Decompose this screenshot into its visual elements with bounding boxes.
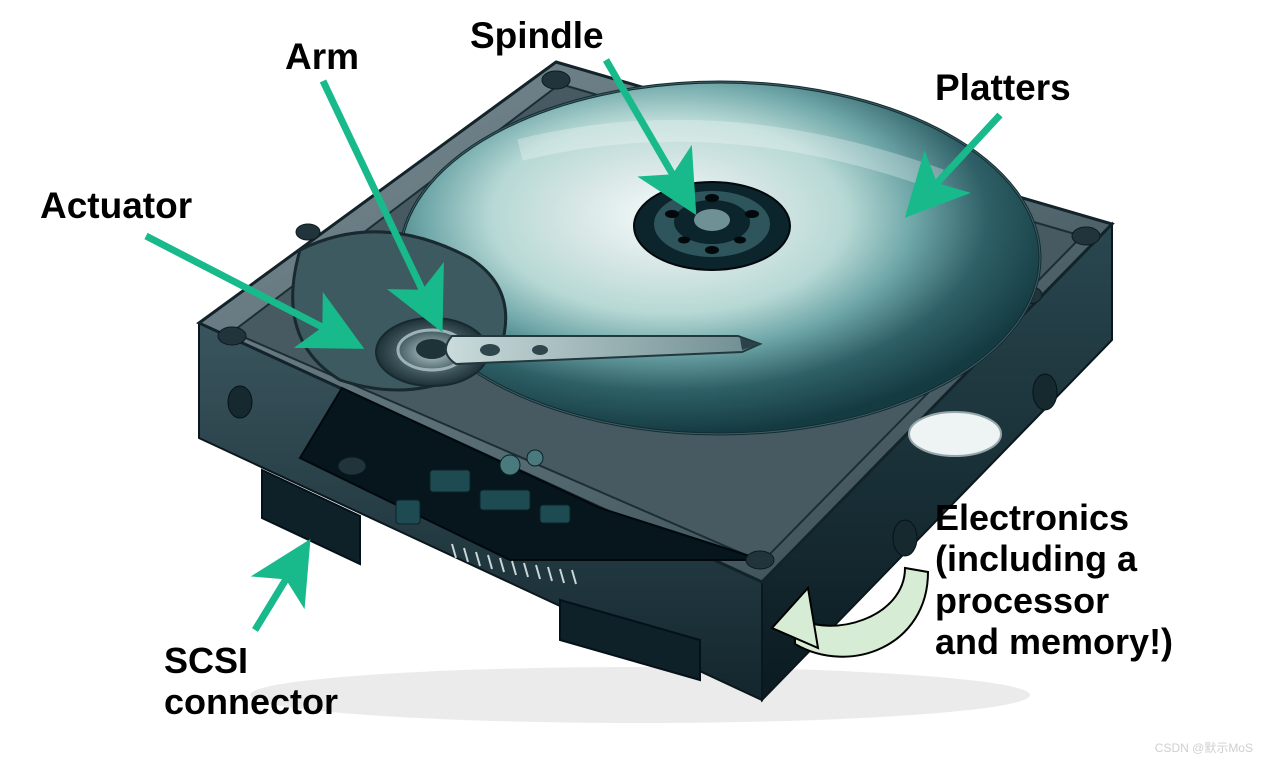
label-platters: Platters <box>935 67 1071 110</box>
spindle-hub <box>634 182 790 270</box>
diagram-canvas: Arm Spindle Platters Actuator SCSI conne… <box>0 0 1261 760</box>
label-actuator: Actuator <box>40 185 192 228</box>
side-port <box>909 412 1001 456</box>
scsi-arrow <box>255 548 305 630</box>
label-scsi: SCSI connector <box>164 640 338 723</box>
watermark: CSDN @默示MoS <box>1155 739 1253 756</box>
label-electronics: Electronics (including a processor and m… <box>935 497 1173 663</box>
label-spindle: Spindle <box>470 15 604 58</box>
label-arm: Arm <box>285 36 359 79</box>
